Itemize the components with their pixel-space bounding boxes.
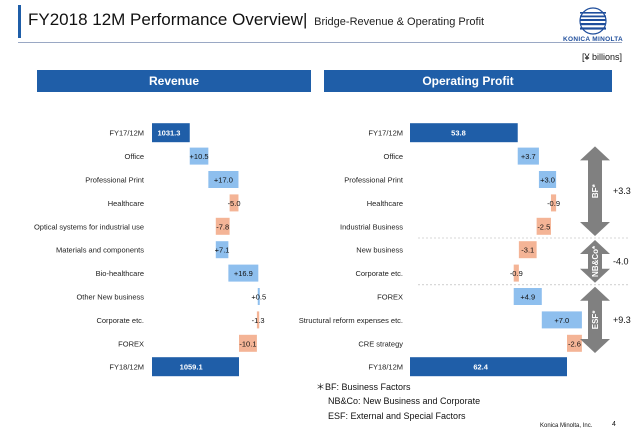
group-total: +9.3 [613, 315, 631, 325]
operating_profit-delta-value: -3.1 [521, 246, 534, 255]
revenue-row-label: FY17/12M [109, 129, 144, 138]
page-title: FY2018 12M Performance Overview| Bridge-… [28, 10, 484, 30]
revenue-delta-bar [189, 147, 209, 165]
group-tag: ESF* [591, 310, 600, 330]
revenue-row-label: Office [125, 152, 144, 161]
revenue-total-bar [152, 123, 190, 143]
operating_profit-delta-value: -0.9 [510, 269, 523, 278]
revenue-delta-value: -1.3 [252, 316, 265, 325]
operating_profit-delta-value: +4.9 [520, 293, 535, 302]
revenue-total-bar [152, 357, 239, 377]
operating_profit-delta-value: +7.0 [554, 316, 569, 325]
revenue-delta-bar [256, 311, 260, 329]
konica-minolta-globe-icon [579, 7, 607, 35]
revenue-delta-value: +7.1 [215, 246, 230, 255]
revenue-delta-bar [215, 241, 229, 259]
operating_profit-delta-value: -2.6 [568, 339, 581, 348]
revenue-delta-bar [215, 217, 230, 235]
operating_profit-row-label: Corporate etc. [355, 269, 403, 278]
operating_profit-row-label: FY18/12M [368, 363, 403, 372]
revenue-row-label: Healthcare [108, 199, 144, 208]
revenue-heading: Revenue [37, 70, 311, 92]
page-subtitle: Bridge-Revenue & Operating Profit [314, 16, 485, 28]
revenue-row-label: FY18/12M [109, 363, 144, 372]
group-total: +3.3 [613, 186, 631, 196]
operating_profit-delta-bar [518, 241, 537, 259]
operating_profit-total-value: 53.8 [451, 129, 466, 138]
footnote-esf: ESF: External and Special Factors [328, 411, 466, 421]
operating_profit-row-label: FOREX [377, 293, 403, 302]
operating_profit-delta-bar [541, 311, 582, 329]
revenue-row-label: Bio-healthcare [96, 269, 144, 278]
operating_profit-delta-value: -0.9 [547, 199, 560, 208]
company-name: Konica Minolta, Inc. [540, 423, 593, 429]
operating_profit-delta-value: +3.7 [521, 152, 536, 161]
operating_profit-row-label: Industrial Business [340, 222, 403, 231]
revenue-row-label: Professional Print [85, 176, 145, 185]
group-tag: BF* [591, 183, 600, 198]
revenue-row-label: Optical systems for industrial use [34, 222, 144, 231]
operating_profit-row-label: Office [384, 152, 403, 161]
operating_profit-delta-bar [567, 334, 582, 352]
revenue-row-label: Corporate etc. [96, 316, 144, 325]
revenue-total-value: 1059.1 [180, 363, 203, 372]
title-text: FY2018 12M Performance Overview [28, 10, 303, 29]
footnote-bf: ＊BF: Business Factors [316, 382, 411, 392]
operating_profit-delta-bar [513, 288, 542, 305]
operating_profit-delta-bar [538, 171, 557, 188]
revenue-delta-value: +10.5 [190, 152, 209, 161]
group-bracket-arrow [580, 240, 610, 283]
group-bracket-arrow [580, 146, 610, 236]
group-total: -4.0 [613, 256, 629, 266]
operating_profit-row-label: CRE strategy [358, 339, 403, 348]
revenue-row-label: Materials and components [56, 246, 144, 255]
operating_profit-row-label: FY17/12M [368, 129, 403, 138]
operating-profit-heading: Operating Profit [324, 70, 612, 92]
revenue-delta-value: -10.1 [239, 339, 256, 348]
revenue-delta-value: +0.5 [251, 293, 266, 302]
operating_profit-row-label: Professional Print [344, 176, 404, 185]
title-separator: | [302, 10, 308, 29]
logo-wordmark: KONICA MINOLTA [562, 36, 624, 43]
revenue-delta-value: +16.9 [234, 269, 253, 278]
unit-label: [¥ billions] [581, 52, 622, 62]
revenue-delta-bar [229, 194, 239, 212]
operating_profit-delta-bar [536, 217, 551, 235]
revenue-row-label: FOREX [118, 339, 144, 348]
header-divider [18, 42, 622, 43]
revenue-delta-bar [257, 288, 260, 305]
operating_profit-row-label: New business [356, 246, 403, 255]
group-tag: NB&Co* [591, 245, 600, 277]
operating_profit-row-label: Healthcare [367, 199, 403, 208]
footnote-nbco: NB&Co: New Business and Corporate [328, 396, 481, 406]
revenue-delta-bar [239, 334, 257, 352]
operating_profit-total-value: 62.4 [473, 363, 488, 372]
revenue-total-value: 1031.3 [158, 129, 181, 138]
operating_profit-total-bar [410, 123, 518, 143]
revenue-delta-bar [228, 264, 259, 282]
group-bracket-arrow [580, 286, 610, 353]
operating_profit-delta-value: -2.5 [537, 222, 550, 231]
operating_profit-row-label: Structural reform expenses etc. [299, 316, 403, 325]
revenue-delta-value: +17.0 [214, 176, 233, 185]
operating_profit-delta-bar [550, 194, 557, 212]
operating_profit-delta-bar [517, 147, 539, 165]
revenue-delta-bar [208, 171, 239, 188]
revenue-delta-value: -7.8 [216, 222, 229, 231]
revenue-row-label: Other New business [76, 293, 144, 302]
revenue-delta-value: -5.0 [228, 199, 241, 208]
operating_profit-delta-bar [513, 264, 519, 282]
title-accent-bar [18, 5, 21, 38]
operating_profit-delta-value: +3.0 [540, 176, 555, 185]
page-number: 4 [612, 421, 616, 428]
operating_profit-total-bar [410, 357, 567, 377]
